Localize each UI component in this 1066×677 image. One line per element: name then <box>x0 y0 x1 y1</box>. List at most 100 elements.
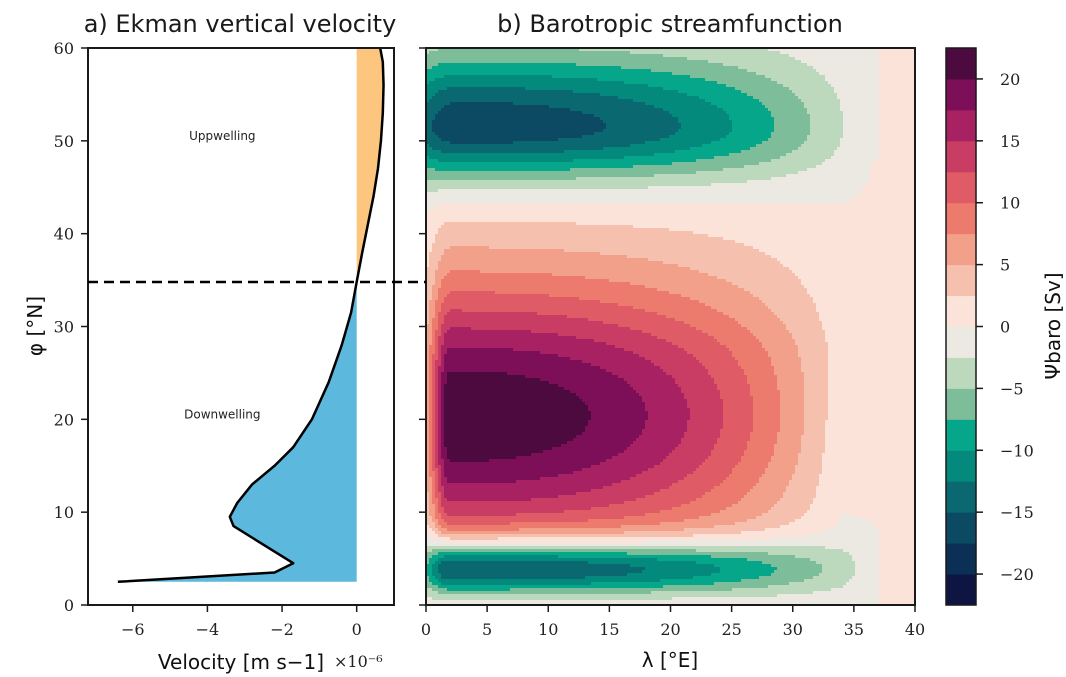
contour-cell <box>447 312 538 316</box>
contour-cell <box>678 384 718 388</box>
colorbar-tick-label: −10 <box>1000 441 1034 460</box>
contour-cell <box>429 435 433 439</box>
contour-cell <box>627 255 772 259</box>
contour-cell <box>432 354 439 358</box>
contour-cell <box>450 537 499 541</box>
contour-cell <box>852 198 915 202</box>
contour-cell <box>825 78 880 82</box>
contour-cell <box>441 483 613 487</box>
contour-cell <box>426 222 445 226</box>
contour-cell <box>426 456 430 460</box>
contour-cell <box>753 423 781 427</box>
contour-cell <box>666 339 718 343</box>
contour-cell <box>672 597 880 601</box>
contour-cell <box>426 534 439 538</box>
contour-cell <box>771 363 802 367</box>
contour-cell <box>825 336 915 340</box>
contour-cell <box>660 138 721 142</box>
contour-cell <box>741 90 793 94</box>
contour-cell <box>810 294 915 298</box>
contour-cell <box>438 63 577 67</box>
contour-cell <box>435 408 439 412</box>
contour-cell <box>834 90 880 94</box>
contour-cell <box>720 483 757 487</box>
contour-cell <box>825 330 915 334</box>
contour-cell <box>819 312 915 316</box>
contour-cell <box>429 300 436 304</box>
contour-cell <box>426 120 433 124</box>
contour-cell <box>879 108 915 112</box>
contour-cell <box>747 558 811 562</box>
contour-cell <box>426 591 439 595</box>
contour-cell <box>435 306 442 310</box>
contour-cell <box>426 501 430 505</box>
contour-cell <box>444 441 568 445</box>
contour-cell <box>432 444 436 448</box>
contour-cell <box>714 447 748 451</box>
contour-cell <box>447 528 520 532</box>
contour-cell <box>879 90 915 94</box>
contour-cell <box>429 381 433 385</box>
contour-cell <box>426 324 433 328</box>
contour-cell <box>438 504 442 508</box>
contour-cell <box>579 396 643 400</box>
contour-cell <box>441 327 451 331</box>
contour-cell <box>606 123 682 127</box>
contour-cell <box>852 555 880 559</box>
contour-cell <box>879 552 915 556</box>
contour-cell <box>438 396 442 400</box>
contour-cell <box>438 432 442 436</box>
contour-cell <box>744 369 775 373</box>
contour-cell <box>444 429 586 433</box>
contour-cell <box>429 402 433 406</box>
contour-cell <box>441 390 445 394</box>
contour-cell <box>768 138 808 142</box>
panel-b-xtick-label: 20 <box>660 620 680 639</box>
contour-cell <box>879 528 915 532</box>
contour-cell <box>786 486 817 490</box>
contour-cell <box>426 453 430 457</box>
contour-cell <box>735 357 772 361</box>
contour-cell <box>426 75 445 79</box>
contour-cell <box>435 273 448 277</box>
contour-cell <box>645 405 688 409</box>
contour-cell <box>879 537 915 541</box>
contour-cell <box>804 411 829 415</box>
contour-cell <box>432 399 436 403</box>
contour-cell <box>771 573 820 577</box>
contour-cell <box>441 573 628 577</box>
contour-cell <box>708 60 802 64</box>
contour-cell <box>819 480 915 484</box>
contour-cell <box>531 330 643 334</box>
contour-cell <box>741 579 805 583</box>
contour-cell <box>840 99 880 103</box>
contour-cell <box>852 558 880 562</box>
contour-cell <box>810 126 844 130</box>
contour-cell <box>444 315 568 319</box>
contour-cell <box>438 345 442 349</box>
contour-cell <box>624 156 715 160</box>
contour-cell <box>426 567 433 571</box>
contour-cell <box>774 312 820 316</box>
contour-cell <box>771 357 802 361</box>
contour-cell <box>702 144 757 148</box>
contour-cell <box>744 165 817 169</box>
contour-cell <box>435 456 439 460</box>
contour-cell <box>429 459 433 463</box>
contour-cell <box>444 489 592 493</box>
contour-cell <box>720 429 754 433</box>
contour-cell <box>657 558 748 562</box>
contour-cell <box>426 135 439 139</box>
contour-cell <box>429 372 433 376</box>
contour-cell <box>801 369 829 373</box>
contour-cell <box>741 150 793 154</box>
contour-cell <box>822 324 915 328</box>
contour-cell <box>429 99 634 103</box>
contour-cell <box>426 240 436 244</box>
contour-cell <box>591 411 649 415</box>
contour-cell <box>729 315 778 319</box>
contour-cell <box>441 444 445 448</box>
contour-cell <box>879 48 915 52</box>
contour-cell <box>798 345 829 349</box>
